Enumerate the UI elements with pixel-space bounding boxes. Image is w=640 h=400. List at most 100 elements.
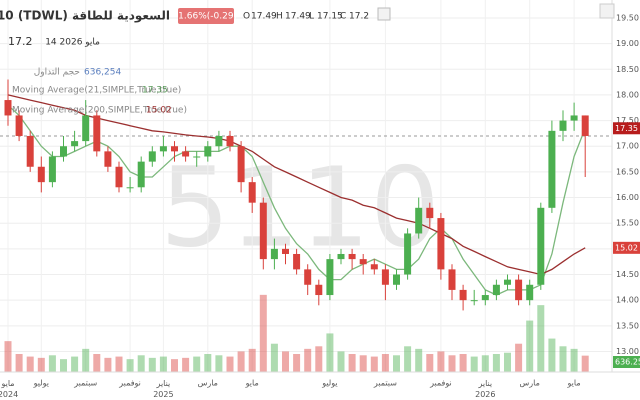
volume-bar	[393, 355, 400, 372]
volume-bar	[259, 294, 267, 372]
volume-bar	[315, 346, 323, 372]
x-tick-label: نوفمبر	[118, 379, 141, 388]
volume-bar	[415, 348, 423, 372]
last-price: 17.2	[8, 35, 33, 48]
volume-bar	[348, 354, 356, 372]
volume-bar	[4, 341, 12, 372]
volume-bar	[337, 351, 345, 372]
volume-bar	[159, 356, 167, 372]
candle-body	[448, 269, 456, 290]
y-tick-label: 19.00	[616, 39, 639, 48]
candle-body	[259, 202, 267, 260]
candle-body	[304, 269, 312, 285]
candle-body	[370, 264, 378, 270]
volume-bar	[137, 355, 145, 372]
candle-body	[404, 233, 412, 275]
candle-body	[415, 207, 423, 234]
ma-line	[7, 104, 586, 296]
candle-body	[481, 295, 489, 301]
x-tick-label: مارس	[198, 379, 218, 388]
volume-bar	[15, 354, 23, 372]
y-tick-label: 14.00	[616, 296, 639, 305]
volume-bar	[504, 352, 511, 372]
candle-body	[293, 253, 301, 270]
volume-bar	[559, 346, 567, 372]
volume-bar	[581, 355, 589, 372]
candle-body	[60, 146, 67, 157]
candle-body	[26, 135, 34, 167]
legend-entry: Moving Average(21,SIMPLE,True,true)	[12, 86, 181, 96]
volume-bar	[481, 355, 489, 372]
ohlc-value: 17.49	[251, 12, 277, 22]
x-tick-label: مارس	[520, 379, 540, 388]
candle-body	[504, 279, 511, 285]
volume-bar	[115, 356, 123, 372]
candle-body	[37, 166, 45, 183]
volume-bar	[71, 356, 79, 372]
candle-body	[148, 151, 156, 162]
volume-bar	[492, 354, 500, 372]
candle-body	[193, 156, 201, 158]
y-tick-label: 18.50	[616, 65, 639, 74]
x-tick-label: مايو	[567, 379, 581, 388]
candle-body	[182, 151, 190, 157]
volume-bar	[60, 359, 67, 372]
ohlc-label: C	[340, 12, 346, 22]
x-tick-label: يناير 2025	[153, 379, 173, 399]
volume-bar	[282, 351, 289, 372]
volume-bar	[515, 343, 523, 372]
y-tick-label: 19.50	[616, 13, 639, 22]
candle-body	[159, 146, 167, 152]
last-date: 14 2026 مايو	[45, 38, 100, 48]
ohlc-value: 17.2	[349, 12, 369, 22]
candle-body	[526, 284, 534, 301]
candle-body	[282, 248, 289, 254]
volume-bar	[459, 354, 467, 372]
legend-value: 15.02	[146, 106, 172, 116]
x-tick-label: مايو	[245, 379, 259, 388]
candle-body	[4, 100, 12, 116]
volume-bar	[426, 354, 434, 372]
volume-bar	[381, 354, 389, 372]
candle-body	[270, 248, 278, 260]
volume-bar	[126, 359, 134, 372]
plot	[0, 0, 612, 372]
volume-bar	[26, 356, 34, 372]
candle-body	[570, 115, 578, 121]
settings-button[interactable]	[599, 3, 615, 19]
volume-bar	[526, 320, 534, 372]
volume-bar	[215, 355, 223, 372]
x-tick-label: سبتمبر	[73, 379, 97, 388]
price-box-label: 17.35	[615, 124, 638, 133]
ohlc-value: 17.49	[285, 12, 311, 22]
candle-body	[548, 130, 556, 208]
legend-volume: حجم التداول	[34, 68, 80, 78]
candle-body	[437, 218, 445, 270]
settings-icon[interactable]	[377, 7, 391, 21]
volume-bar	[359, 355, 367, 372]
price-box	[613, 122, 640, 135]
volume-box-label: 636.25	[615, 358, 640, 367]
volume-bar	[448, 355, 456, 372]
candle-body	[171, 146, 178, 152]
volume-bar	[82, 348, 90, 372]
candle-body	[315, 284, 323, 296]
volume-bar	[437, 351, 445, 372]
x-tick-label: سبتمبر	[373, 379, 397, 388]
volume-bar	[570, 348, 578, 372]
ohlc-header: O 17.49 H 17.49 L 17.15 C 17.2	[243, 12, 369, 22]
candle-body	[381, 269, 389, 285]
candle-body	[470, 300, 478, 302]
candle-body	[326, 259, 334, 296]
volume-bar	[404, 346, 412, 372]
volume-bar	[304, 348, 312, 372]
candle-body	[581, 115, 589, 136]
volume-bar	[37, 357, 45, 372]
x-tick-label: يناير 2026	[475, 379, 495, 399]
change-box	[178, 8, 234, 24]
y-tick-label: 18.00	[616, 90, 639, 99]
candle-body	[559, 120, 567, 131]
candle-body	[215, 135, 223, 147]
